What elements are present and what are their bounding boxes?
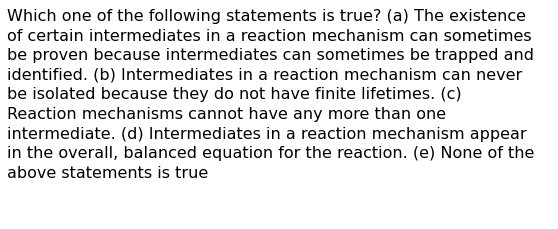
Text: Which one of the following statements is true? (a) The existence
of certain inte: Which one of the following statements is… bbox=[7, 9, 535, 180]
